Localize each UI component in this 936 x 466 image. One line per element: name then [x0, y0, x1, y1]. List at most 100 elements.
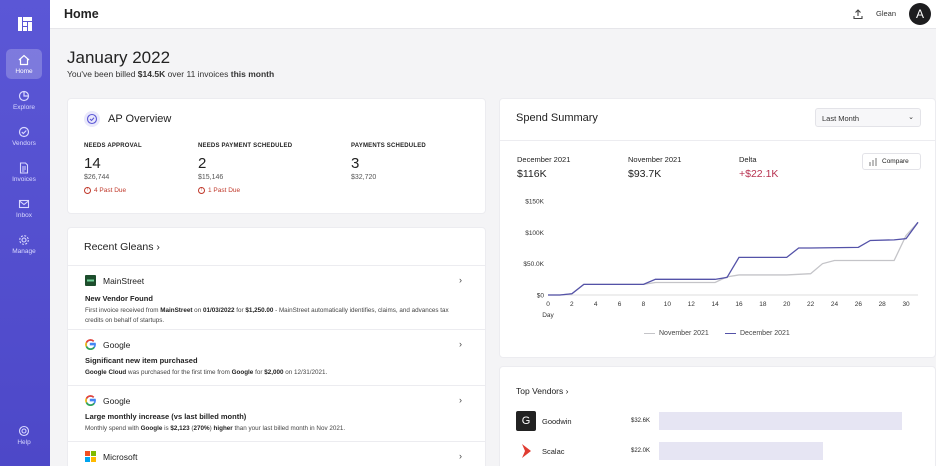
nav-label: Manage [12, 248, 36, 255]
billing-suffix: this month [230, 69, 275, 79]
nav-item-help[interactable]: Help [6, 420, 42, 450]
chevron-right-icon[interactable]: › [459, 275, 462, 285]
vendor-amount: $22.0K [631, 448, 651, 454]
avatar[interactable]: A [909, 3, 931, 25]
glean-description: First invoice received from MainStreet o… [85, 307, 449, 324]
x-tick-label: 0 [546, 301, 550, 308]
x-tick-label: 18 [759, 301, 767, 308]
sidebar: Home Explore Vendors Invoices Inbox Mana… [0, 0, 50, 466]
bar-chart-icon [869, 158, 877, 166]
glean-item[interactable]: Google › Significant new item purchased … [68, 329, 485, 385]
metric-amount: $26,744 [84, 174, 110, 181]
glean-vendor: Microsoft [103, 452, 138, 462]
spend-summary-title: Spend Summary [516, 112, 598, 124]
y-tick-label: $50.0K [523, 261, 544, 268]
billing-summary: You've been billed $14.5K over 11 invoic… [67, 69, 274, 79]
chevron-right-icon[interactable]: › [459, 395, 462, 405]
nav-item-manage[interactable]: Manage [6, 229, 42, 259]
glean-description: Google Cloud was purchased for the first… [85, 369, 328, 376]
series-line-december-2021 [548, 221, 919, 296]
stat-december: December 2021 $116K [517, 155, 570, 180]
mainstreet-logo [85, 275, 96, 286]
metric-label: NEEDS PAYMENT SCHEDULED [198, 143, 293, 149]
vendor-name: Goodwin [542, 417, 572, 426]
divider [500, 140, 936, 141]
upload-icon[interactable] [852, 8, 864, 20]
ap-overview-title: AP Overview [108, 113, 172, 125]
header-title: Home [64, 7, 99, 21]
chevron-down-icon: ⌄ [908, 114, 914, 121]
legend-swatch [725, 332, 736, 335]
x-tick-label: 30 [902, 301, 910, 308]
glean-description: Monthly spend with Google is $2,123 (270… [85, 425, 346, 432]
metric-payments-scheduled[interactable]: PAYMENTS SCHEDULED 3 $32,720 [351, 143, 426, 181]
glean-item[interactable]: Google › Large monthly increase (vs last… [68, 385, 485, 441]
nav-item-vendors[interactable]: Vendors [6, 121, 42, 151]
top-vendors-card: Top Vendors › G Goodwin $32.6K Scalac $2… [499, 366, 936, 466]
glean-logo[interactable] [17, 16, 33, 32]
stat-label: Delta [739, 155, 757, 164]
billing-amount: $14.5K [137, 69, 166, 79]
ap-overview-card: AP Overview NEEDS APPROVAL 14 $26,744 ! 4… [67, 98, 486, 214]
stat-value: $93.7K [628, 168, 662, 180]
spend-summary-card: Spend Summary Last Month ⌄ December 2021 … [499, 98, 936, 358]
explore-icon [18, 90, 30, 102]
compare-button[interactable]: Compare [862, 153, 921, 170]
alert-icon: ! [198, 187, 205, 194]
x-tick-label: 28 [879, 301, 887, 308]
vendor-spend-bar [659, 442, 823, 460]
x-tick-label: 8 [642, 301, 646, 308]
stat-label: December 2021 [517, 155, 571, 164]
vendor-amount: $32.6K [631, 418, 651, 424]
metric-value: 3 [351, 155, 360, 172]
stat-november: November 2021 $93.7K [628, 155, 681, 180]
metric-label: PAYMENTS SCHEDULED [351, 143, 426, 149]
chevron-right-icon[interactable]: › [459, 451, 462, 461]
legend-label: December 2021 [740, 330, 790, 337]
stat-label: November 2021 [628, 155, 682, 164]
metric-needs-approval[interactable]: NEEDS APPROVAL 14 $26,744 ! 4 Past Due [84, 143, 142, 194]
x-tick-label: 2 [570, 301, 574, 308]
stat-value: +$22.1K [739, 168, 779, 180]
page-title: January 2022 [67, 48, 171, 67]
vendor-row[interactable]: G Goodwin $32.6K [516, 411, 916, 433]
x-tick-label: 10 [664, 301, 672, 308]
x-tick-label: 14 [711, 301, 719, 308]
nav-item-home[interactable]: Home [6, 49, 42, 79]
google-logo [85, 395, 96, 406]
vendor-name: Scalac [542, 447, 565, 456]
glean-vendor: Google [103, 396, 131, 406]
user-name[interactable]: Glean [876, 9, 897, 18]
nav-item-invoices[interactable]: Invoices [6, 157, 42, 187]
nav-item-explore[interactable]: Explore [6, 85, 42, 115]
google-logo [85, 339, 96, 350]
glean-item[interactable]: MainStreet › New Vendor Found First invo… [68, 265, 485, 329]
past-due-indicator[interactable]: ! 4 Past Due [84, 187, 142, 194]
goodwin-logo: G [516, 411, 536, 431]
chevron-right-icon[interactable]: › [459, 339, 462, 349]
x-axis-label: Day [542, 312, 554, 319]
recent-gleans-card: Recent Gleans › MainStreet › New Vendor … [67, 227, 486, 466]
help-icon [18, 425, 30, 437]
nav-item-inbox[interactable]: Inbox [6, 193, 42, 223]
vendor-row[interactable]: Scalac $22.0K [516, 441, 916, 463]
inbox-icon [18, 199, 30, 209]
vendors-icon [18, 126, 30, 138]
metric-value: 14 [84, 155, 101, 172]
date-range-select[interactable]: Last Month ⌄ [815, 108, 921, 127]
glean-item[interactable]: Microsoft › [68, 441, 485, 466]
top-header: Home Glean A [50, 0, 936, 29]
top-vendors-title[interactable]: Top Vendors › [516, 386, 568, 396]
x-tick-label: 6 [618, 301, 622, 308]
nav-label: Inbox [16, 212, 32, 219]
x-tick-label: 24 [831, 301, 839, 308]
metric-needs-payment-scheduled[interactable]: NEEDS PAYMENT SCHEDULED 2 $15,146 ! 1 Pas… [198, 143, 292, 194]
nav-label: Help [17, 439, 31, 446]
recent-gleans-title[interactable]: Recent Gleans › [84, 241, 160, 253]
nav-label: Invoices [12, 176, 36, 183]
top-vendors-label: Top Vendors [516, 386, 564, 396]
past-due-indicator[interactable]: ! 1 Past Due [198, 187, 292, 194]
alert-icon: ! [84, 187, 91, 194]
nav-label: Explore [12, 104, 36, 111]
scalac-logo [522, 444, 531, 458]
